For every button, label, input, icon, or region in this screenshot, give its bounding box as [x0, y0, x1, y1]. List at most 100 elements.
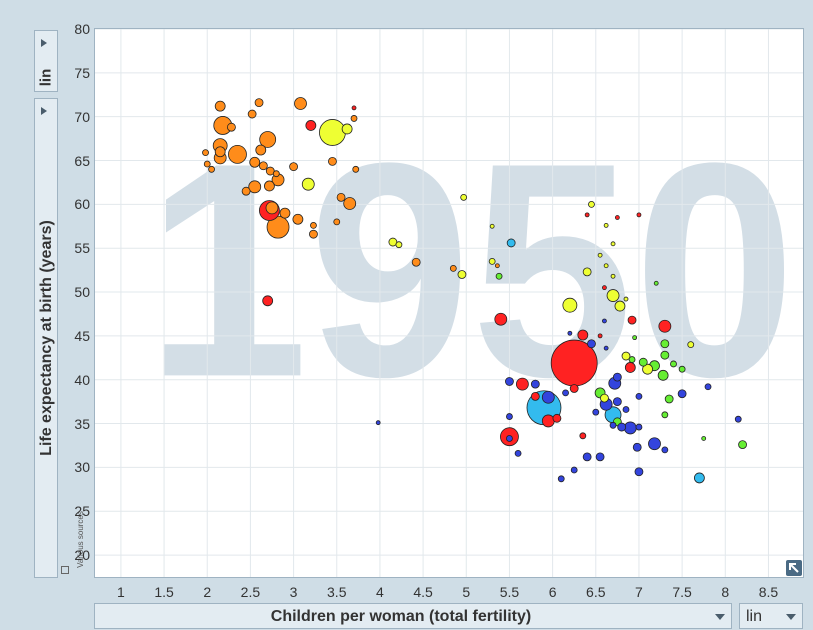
country-bubble[interactable]: [606, 289, 620, 302]
country-bubble[interactable]: [506, 413, 513, 420]
country-bubble[interactable]: [494, 312, 508, 326]
country-bubble[interactable]: [588, 200, 595, 208]
country-bubble[interactable]: [622, 406, 630, 413]
country-bubble[interactable]: [623, 421, 637, 435]
country-bubble[interactable]: [603, 263, 609, 269]
country-bubble[interactable]: [541, 390, 555, 404]
country-bubble[interactable]: [254, 98, 264, 108]
country-bubble[interactable]: [612, 372, 622, 382]
country-bubble[interactable]: [632, 335, 638, 341]
country-bubble[interactable]: [614, 300, 626, 312]
country-bubble[interactable]: [241, 186, 251, 196]
country-bubble[interactable]: [693, 472, 705, 484]
country-bubble[interactable]: [602, 285, 607, 291]
country-bubble[interactable]: [264, 180, 275, 192]
country-bubble[interactable]: [635, 423, 643, 431]
country-bubble[interactable]: [579, 432, 587, 440]
country-bubble[interactable]: [294, 97, 307, 110]
y-indicator-selector[interactable]: Life expectancy at birth (years): [34, 98, 58, 578]
country-bubble[interactable]: [279, 207, 291, 219]
country-bubble[interactable]: [249, 156, 261, 168]
country-bubble[interactable]: [530, 379, 540, 389]
country-bubble[interactable]: [677, 389, 687, 399]
country-bubble[interactable]: [319, 119, 346, 146]
country-bubble[interactable]: [660, 339, 670, 349]
country-bubble[interactable]: [661, 411, 669, 419]
country-bubble[interactable]: [506, 238, 516, 248]
country-bubble[interactable]: [582, 267, 592, 277]
country-bubble[interactable]: [648, 437, 661, 451]
country-bubble[interactable]: [597, 333, 603, 339]
table-icon[interactable]: [61, 566, 69, 574]
country-bubble[interactable]: [614, 215, 620, 220]
country-bubble[interactable]: [505, 377, 514, 386]
country-bubble[interactable]: [202, 149, 209, 157]
country-bubble[interactable]: [541, 414, 555, 428]
country-bubble[interactable]: [227, 122, 236, 132]
country-bubble[interactable]: [515, 377, 529, 391]
country-bubble[interactable]: [569, 384, 579, 393]
country-bubble[interactable]: [734, 415, 742, 423]
country-bubble[interactable]: [592, 408, 600, 416]
country-bubble[interactable]: [632, 442, 642, 452]
country-bubble[interactable]: [352, 165, 360, 173]
country-bubble[interactable]: [687, 341, 695, 349]
country-bubble[interactable]: [636, 212, 642, 218]
country-bubble[interactable]: [610, 273, 616, 279]
country-bubble[interactable]: [597, 252, 603, 258]
country-bubble[interactable]: [203, 160, 211, 168]
country-bubble[interactable]: [738, 440, 747, 450]
country-bubble[interactable]: [612, 397, 622, 407]
country-bubble[interactable]: [494, 263, 500, 269]
country-bubble[interactable]: [634, 467, 644, 477]
country-bubble[interactable]: [562, 297, 578, 313]
country-bubble[interactable]: [610, 241, 616, 247]
country-bubble[interactable]: [661, 446, 669, 454]
country-bubble[interactable]: [557, 475, 565, 483]
country-bubble[interactable]: [310, 222, 317, 229]
country-bubble[interactable]: [617, 422, 627, 432]
expand-icon[interactable]: [786, 560, 802, 576]
country-bubble[interactable]: [255, 144, 267, 156]
country-bubble[interactable]: [350, 115, 358, 122]
country-bubble[interactable]: [259, 131, 277, 148]
x-indicator-selector[interactable]: Children per woman (total fertility): [94, 603, 732, 629]
country-bubble[interactable]: [228, 144, 247, 164]
country-bubble[interactable]: [552, 413, 562, 423]
country-bubble[interactable]: [495, 272, 503, 280]
country-bubble[interactable]: [457, 270, 467, 279]
country-bubble[interactable]: [678, 365, 686, 373]
country-bubble[interactable]: [375, 420, 381, 426]
country-bubble[interactable]: [328, 156, 337, 166]
country-bubble[interactable]: [208, 165, 215, 173]
country-bubble[interactable]: [562, 389, 569, 397]
country-bubble[interactable]: [660, 350, 670, 360]
country-bubble[interactable]: [301, 177, 315, 191]
country-bubble[interactable]: [214, 146, 226, 158]
country-bubble[interactable]: [248, 180, 262, 194]
country-bubble[interactable]: [570, 466, 578, 474]
country-bubble[interactable]: [247, 109, 257, 119]
country-bubble[interactable]: [627, 315, 637, 325]
country-bubble[interactable]: [587, 339, 596, 349]
country-bubble[interactable]: [351, 105, 357, 111]
country-bubble[interactable]: [595, 452, 605, 462]
country-bubble[interactable]: [336, 192, 346, 202]
country-bubble[interactable]: [309, 229, 318, 239]
country-bubble[interactable]: [602, 318, 607, 324]
country-bubble[interactable]: [609, 421, 617, 429]
country-bubble[interactable]: [489, 223, 495, 229]
country-bubble[interactable]: [411, 257, 421, 267]
country-bubble[interactable]: [289, 162, 298, 172]
country-bubble[interactable]: [701, 436, 707, 441]
country-bubble[interactable]: [333, 218, 341, 226]
country-bubble[interactable]: [265, 201, 279, 215]
country-bubble[interactable]: [530, 391, 540, 401]
country-bubble[interactable]: [623, 296, 629, 302]
country-bubble[interactable]: [603, 345, 609, 351]
country-bubble[interactable]: [292, 213, 304, 225]
country-bubble[interactable]: [305, 120, 317, 131]
country-bubble[interactable]: [600, 393, 609, 403]
country-bubble[interactable]: [488, 257, 496, 265]
country-bubble[interactable]: [506, 435, 513, 442]
